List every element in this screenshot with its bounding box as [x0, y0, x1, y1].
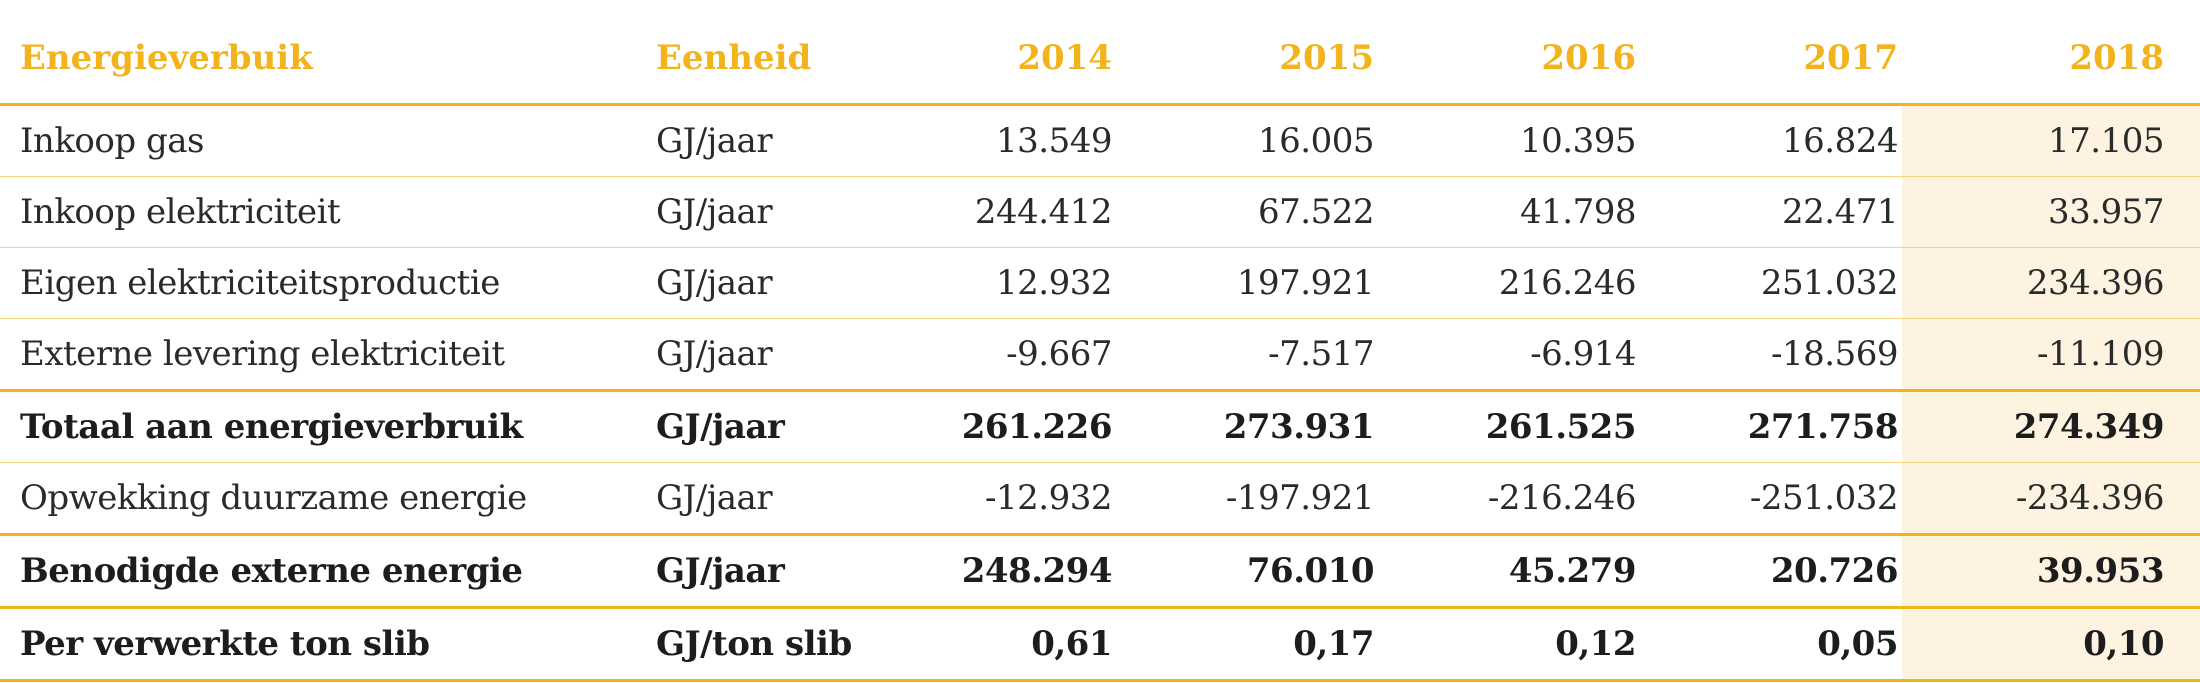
value-2016: 216.246: [1378, 247, 1640, 319]
value-2015: 67.522: [1116, 176, 1378, 248]
value-2015: -197.921: [1116, 462, 1378, 536]
value-2017: 251.032: [1640, 247, 1902, 319]
value-2016: -6.914: [1378, 318, 1640, 392]
row-label: Inkoop gas: [0, 104, 640, 177]
row-label: Inkoop elektriciteit: [0, 176, 640, 248]
table-row: Externe levering elektriciteit GJ/jaar -…: [0, 318, 2200, 392]
row-label: Eigen elektriciteitsproductie: [0, 247, 640, 319]
table-header-row: Energieverbuik Eenheid 2014 2015 2016 20…: [0, 0, 2200, 106]
value-2014: 0,61: [854, 607, 1116, 682]
header-year-2017: 2017: [1640, 0, 1902, 106]
value-2016: 41.798: [1378, 176, 1640, 248]
table-row: Inkoop elektriciteit GJ/jaar 244.412 67.…: [0, 176, 2200, 248]
value-2014: 13.549: [854, 104, 1116, 177]
row-unit: GJ/jaar: [640, 176, 854, 248]
value-2018: -11.109: [1902, 318, 2200, 392]
header-year-2015: 2015: [1116, 0, 1378, 106]
value-2016: 261.525: [1378, 390, 1640, 463]
value-2016: -216.246: [1378, 462, 1640, 536]
value-2018: 17.105: [1902, 104, 2200, 177]
row-label: Benodigde externe energie: [0, 534, 640, 609]
value-2017: 0,05: [1640, 607, 1902, 682]
header-unit: Eenheid: [640, 0, 854, 106]
row-unit: GJ/jaar: [640, 318, 854, 392]
value-2018: -234.396: [1902, 462, 2200, 536]
value-2018: 0,10: [1902, 607, 2200, 682]
row-label: Totaal aan energieverbruik: [0, 390, 640, 463]
value-2015: 76.010: [1116, 534, 1378, 609]
value-2017: 271.758: [1640, 390, 1902, 463]
value-2014: 244.412: [854, 176, 1116, 248]
value-2018: 234.396: [1902, 247, 2200, 319]
value-2014: -9.667: [854, 318, 1116, 392]
table-row: Opwekking duurzame energie GJ/jaar -12.9…: [0, 462, 2200, 536]
value-2016: 10.395: [1378, 104, 1640, 177]
value-2014: 248.294: [854, 534, 1116, 609]
value-2016: 0,12: [1378, 607, 1640, 682]
header-energy: Energieverbuik: [0, 0, 640, 106]
value-2015: 16.005: [1116, 104, 1378, 177]
value-2014: -12.932: [854, 462, 1116, 536]
table-row-total: Per verwerkte ton slib GJ/ton slib 0,61 …: [0, 607, 2200, 682]
value-2016: 45.279: [1378, 534, 1640, 609]
value-2018: 39.953: [1902, 534, 2200, 609]
row-unit: GJ/jaar: [640, 390, 854, 463]
value-2015: -7.517: [1116, 318, 1378, 392]
value-2017: 22.471: [1640, 176, 1902, 248]
value-2014: 261.226: [854, 390, 1116, 463]
row-unit: GJ/jaar: [640, 104, 854, 177]
row-unit: GJ/ton slib: [640, 607, 854, 682]
value-2015: 273.931: [1116, 390, 1378, 463]
header-year-2016: 2016: [1378, 0, 1640, 106]
table-row: Eigen elektriciteitsproductie GJ/jaar 12…: [0, 247, 2200, 319]
value-2018: 274.349: [1902, 390, 2200, 463]
value-2017: -251.032: [1640, 462, 1902, 536]
value-2017: 20.726: [1640, 534, 1902, 609]
row-label: Opwekking duurzame energie: [0, 462, 640, 536]
value-2015: 197.921: [1116, 247, 1378, 319]
value-2017: -18.569: [1640, 318, 1902, 392]
table-row-total: Totaal aan energieverbruik GJ/jaar 261.2…: [0, 390, 2200, 463]
row-unit: GJ/jaar: [640, 247, 854, 319]
header-year-2014: 2014: [854, 0, 1116, 106]
header-year-2018: 2018: [1902, 0, 2200, 106]
table-row: Inkoop gas GJ/jaar 13.549 16.005 10.395 …: [0, 104, 2200, 177]
value-2018: 33.957: [1902, 176, 2200, 248]
row-label: Externe levering elektriciteit: [0, 318, 640, 392]
value-2015: 0,17: [1116, 607, 1378, 682]
table-row-total: Benodigde externe energie GJ/jaar 248.29…: [0, 534, 2200, 609]
row-unit: GJ/jaar: [640, 462, 854, 536]
row-unit: GJ/jaar: [640, 534, 854, 609]
row-label: Per verwerkte ton slib: [0, 607, 640, 682]
value-2017: 16.824: [1640, 104, 1902, 177]
value-2014: 12.932: [854, 247, 1116, 319]
